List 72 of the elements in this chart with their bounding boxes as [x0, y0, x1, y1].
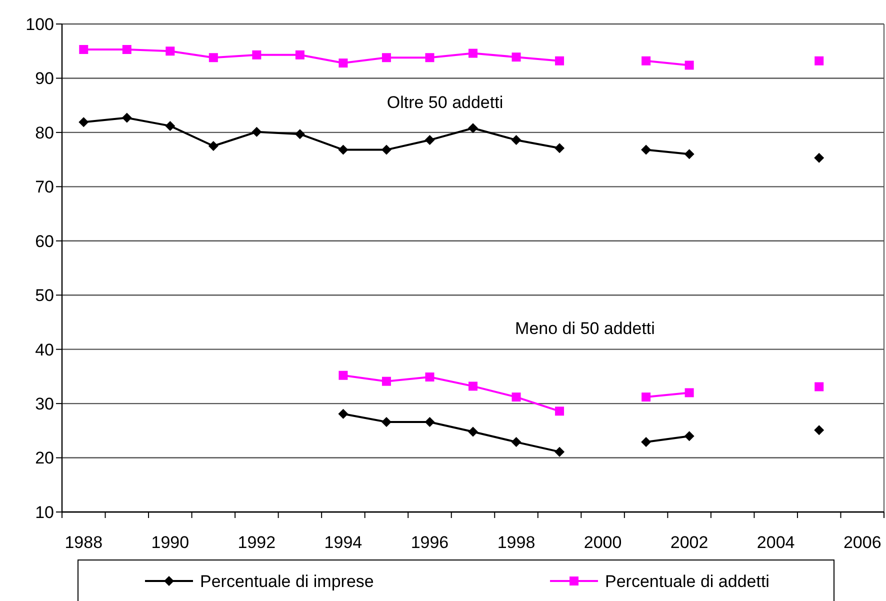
- point: [79, 44, 88, 54]
- y-tick-label: 100: [26, 14, 54, 34]
- point: [78, 117, 89, 128]
- point: [382, 53, 391, 62]
- point: [425, 372, 434, 382]
- x-tick-label: 1996: [410, 533, 449, 552]
- point: [814, 56, 824, 66]
- point: [684, 388, 694, 398]
- point: [684, 149, 694, 160]
- y-tick-label: 40: [35, 340, 54, 360]
- annotation: Meno di 50 addetti: [515, 319, 655, 338]
- point: [252, 50, 262, 60]
- x-tick-label: 2002: [670, 533, 708, 552]
- point: [814, 382, 824, 392]
- x-tick-label: 1990: [151, 533, 190, 552]
- y-tick-label: 10: [35, 502, 54, 522]
- point: [555, 56, 564, 66]
- point: [122, 44, 132, 54]
- point: [165, 120, 176, 131]
- point: [554, 143, 565, 154]
- point: [554, 446, 565, 457]
- point: [814, 152, 824, 163]
- point: [208, 141, 218, 151]
- point: [642, 56, 651, 66]
- x-tick-label: 1992: [238, 533, 276, 552]
- y-tick-label: 30: [35, 394, 54, 414]
- point: [468, 426, 478, 437]
- point: [338, 144, 348, 155]
- point: [512, 52, 521, 62]
- point: [382, 376, 391, 386]
- point: [468, 123, 478, 134]
- point: [338, 58, 348, 68]
- point: [294, 129, 305, 140]
- x-tick-label: 2000: [584, 533, 622, 552]
- point: [468, 48, 478, 58]
- point: [641, 144, 652, 155]
- x-tick-label: 2006: [843, 533, 882, 552]
- y-tick-label: 20: [35, 448, 54, 468]
- point: [555, 406, 564, 416]
- y-tick-label: 90: [35, 69, 54, 88]
- point: [208, 53, 218, 62]
- annotation: Oltre 50 addetti: [386, 93, 504, 112]
- x-tick-label: 1994: [324, 533, 362, 552]
- y-tick-label: 70: [35, 178, 54, 197]
- x-tick-label: 2004: [756, 533, 795, 552]
- point: [338, 370, 348, 380]
- legend-label: Percentuale di imprese: [200, 572, 374, 591]
- point: [511, 135, 522, 146]
- point: [381, 144, 392, 155]
- point: [338, 408, 348, 419]
- point: [642, 392, 651, 402]
- point: [166, 46, 175, 56]
- point: [512, 392, 521, 402]
- x-tick-label: 1988: [64, 533, 103, 552]
- point: [511, 437, 522, 448]
- point: [425, 53, 434, 62]
- y-tick-label: 60: [35, 232, 54, 251]
- point: [641, 437, 652, 448]
- point: [252, 126, 262, 137]
- point: [684, 431, 694, 442]
- y-tick-label: 80: [35, 123, 54, 142]
- point: [122, 112, 132, 123]
- y-tick-label: 50: [35, 286, 54, 306]
- legend-label: Percentuale di addetti: [605, 572, 770, 591]
- point: [295, 50, 304, 60]
- x-tick-label: 1998: [497, 533, 536, 552]
- point: [381, 416, 392, 427]
- point: [468, 382, 478, 391]
- point: [684, 60, 694, 70]
- point: [814, 425, 824, 436]
- point: [424, 416, 435, 427]
- point: [424, 135, 435, 146]
